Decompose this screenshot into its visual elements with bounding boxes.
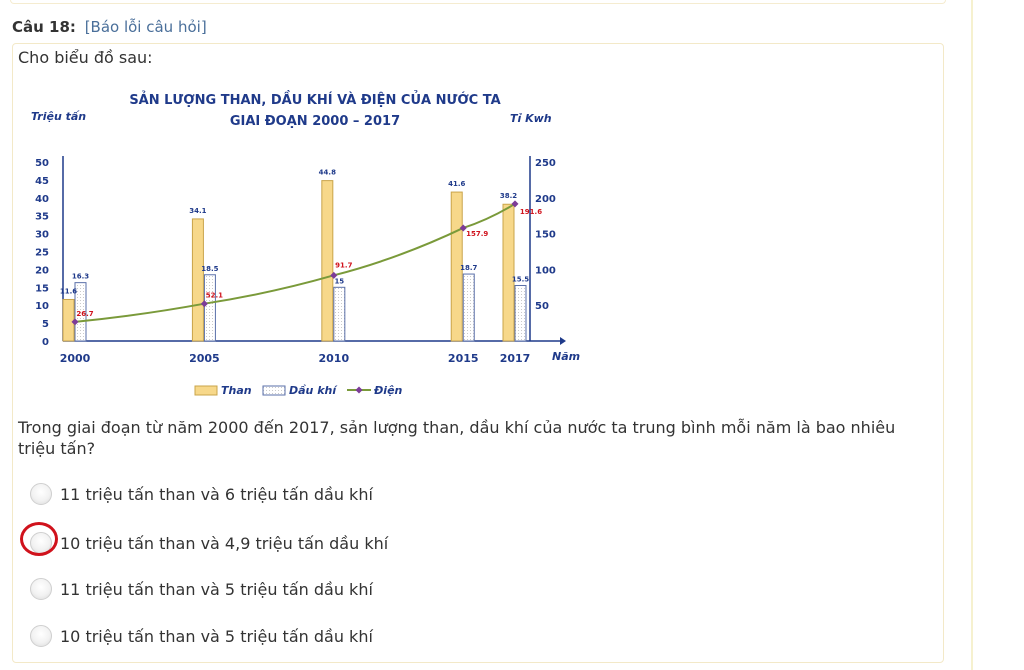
chart-ytick-left-50: 50 xyxy=(35,158,49,169)
chart-ytick-left-15: 15 xyxy=(35,283,49,294)
question-box xyxy=(12,43,944,663)
label-dien-2015: 157.9 xyxy=(466,230,488,238)
chart-ytick-left-20: 20 xyxy=(35,265,49,276)
legend-dien-label: Điện xyxy=(373,384,403,397)
chart-x-axis-arrow xyxy=(560,337,566,345)
bar-than-2015 xyxy=(450,191,463,342)
label-daukhi-2015: 18.7 xyxy=(460,264,477,272)
label-daukhi-2017: 15.5 xyxy=(512,276,529,284)
chart-xtick-2010: 2010 xyxy=(319,352,350,365)
chart-ytick-left-5: 5 xyxy=(42,319,49,330)
red-annotation-circle xyxy=(20,522,58,556)
point-dien-2000 xyxy=(71,318,79,326)
option-d[interactable]: 10 triệu tấn than và 5 triệu tấn dầu khí xyxy=(30,623,373,649)
option-b[interactable]: 10 triệu tấn than và 4,9 triệu tấn dầu k… xyxy=(30,530,388,556)
bar-daukhi-2000 xyxy=(74,282,87,342)
legend-than-swatch xyxy=(194,385,218,396)
chart-ytick-left-30: 30 xyxy=(35,230,49,241)
label-than-2017: 38.2 xyxy=(500,192,517,200)
bar-daukhi-2015 xyxy=(462,273,475,342)
chart-ytick-left-25: 25 xyxy=(35,248,49,259)
chart-xtick-2015: 2015 xyxy=(448,352,479,365)
bar-than-2005 xyxy=(191,218,204,342)
bar-daukhi-2017 xyxy=(514,285,527,342)
option-c[interactable]: 11 triệu tấn than và 5 triệu tấn dầu khí xyxy=(30,576,373,602)
right-divider xyxy=(971,0,973,670)
chart-ytick-right-50: 50 xyxy=(535,301,549,312)
question-text: Trong giai đoạn từ năm 2000 đến 2017, sả… xyxy=(18,418,896,458)
label-dien-2017: 191.6 xyxy=(520,208,542,216)
point-dien-2015 xyxy=(459,224,467,232)
bar-than-2017 xyxy=(502,203,515,342)
chart-xtick-2005: 2005 xyxy=(189,352,220,365)
chart-title-line2: GIAI ĐOẠN 2000 – 2017 xyxy=(230,114,400,129)
legend-dien-marker xyxy=(355,386,363,394)
chart-ytick-left-40: 40 xyxy=(35,194,49,205)
question-number: Câu 18: xyxy=(12,18,76,36)
point-dien-2017 xyxy=(511,200,519,208)
option-d-radio[interactable] xyxy=(30,625,52,647)
chart-ytick-left-35: 35 xyxy=(35,212,49,223)
label-than-2005: 34.1 xyxy=(189,207,206,215)
option-c-label: 11 triệu tấn than và 5 triệu tấn dầu khí xyxy=(60,579,373,599)
label-than-2010: 44.8 xyxy=(319,169,336,177)
label-dien-2010: 91.7 xyxy=(335,261,352,269)
legend-daukhi-label: Dầu khí xyxy=(289,384,338,397)
bar-daukhi-2010 xyxy=(333,286,346,342)
question-intro: Cho biểu đồ sau: xyxy=(18,48,153,67)
label-dien-2000: 26.7 xyxy=(76,310,93,318)
chart-ylabel-left: Triệu tấn xyxy=(31,110,86,123)
option-c-radio[interactable] xyxy=(30,578,52,600)
label-daukhi-2000: 16.3 xyxy=(72,273,89,281)
chart-ylabel-right: Tỉ Kwh xyxy=(510,112,552,125)
chart-ytick-right-250: 250 xyxy=(535,158,556,169)
option-a-radio[interactable] xyxy=(30,483,52,505)
label-than-2000: 11.6 xyxy=(60,287,77,295)
label-dien-2005: 52.1 xyxy=(206,292,223,300)
question-header: Câu 18: [Báo lỗi câu hỏi] xyxy=(12,18,207,36)
bar-daukhi-2005 xyxy=(203,274,216,342)
report-error-link[interactable]: [Báo lỗi câu hỏi] xyxy=(84,18,207,36)
chart-ytick-right-200: 200 xyxy=(535,194,556,205)
chart-xtick-2017: 2017 xyxy=(500,352,531,365)
option-b-label: 10 triệu tấn than và 4,9 triệu tấn dầu k… xyxy=(60,533,389,553)
option-a-label: 11 triệu tấn than và 6 triệu tấn dầu khí xyxy=(60,484,373,504)
previous-question-box-edge xyxy=(10,0,946,4)
chart-ytick-left-45: 45 xyxy=(35,176,49,187)
bar-than-2000 xyxy=(62,298,75,342)
chart-ytick-left-10: 10 xyxy=(35,301,49,312)
point-dien-2005 xyxy=(200,300,208,308)
chart-ytick-left-0: 0 xyxy=(42,337,49,348)
chart-xtick-2000: 2000 xyxy=(60,352,91,365)
label-daukhi-2010: 15 xyxy=(334,277,344,285)
legend-daukhi-swatch xyxy=(262,385,286,396)
chart-ytick-right-100: 100 xyxy=(535,265,556,276)
label-than-2015: 41.6 xyxy=(448,180,465,188)
chart-ytick-right-150: 150 xyxy=(535,230,556,241)
bar-than-2010 xyxy=(321,180,334,342)
option-a[interactable]: 11 triệu tấn than và 6 triệu tấn dầu khí xyxy=(30,481,373,507)
chart-title-line1: SẢN LƯỢNG THAN, DẦU KHÍ VÀ ĐIỆN CỦA NƯỚC… xyxy=(129,90,500,108)
option-d-label: 10 triệu tấn than và 5 triệu tấn dầu khí xyxy=(60,626,373,646)
point-dien-2010 xyxy=(330,271,338,279)
chart: SẢN LƯỢNG THAN, DẦU KHÍ VÀ ĐIỆN CỦA NƯỚC… xyxy=(31,90,580,397)
line-dien xyxy=(74,202,516,323)
chart-xlabel: Năm xyxy=(552,350,580,363)
legend-than-label: Than xyxy=(221,384,252,397)
label-daukhi-2005: 18.5 xyxy=(201,265,218,273)
